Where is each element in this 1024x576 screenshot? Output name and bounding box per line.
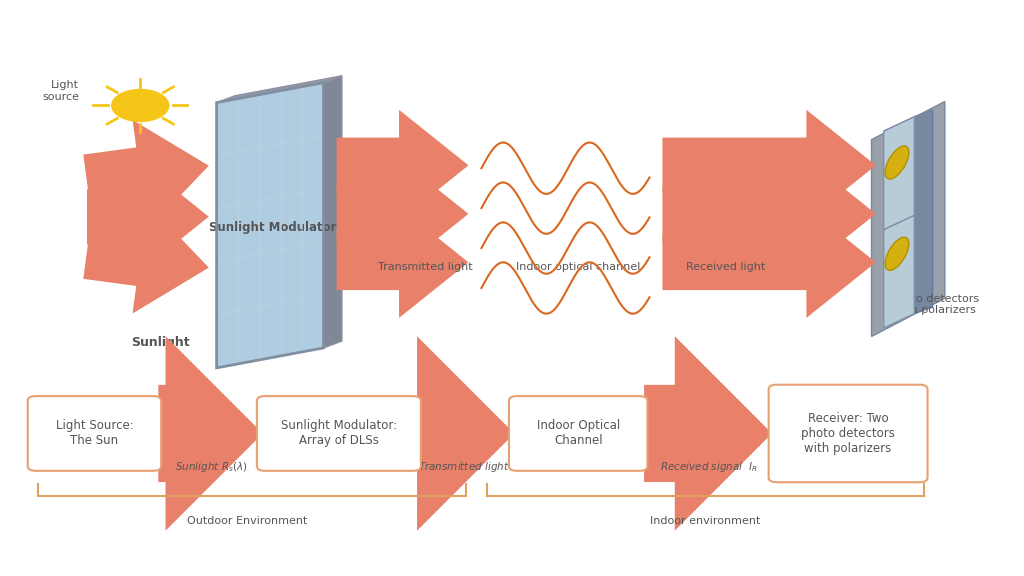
- Text: Light Source:
The Sun: Light Source: The Sun: [55, 419, 133, 448]
- Text: Transmitted light: Transmitted light: [378, 262, 473, 272]
- Polygon shape: [884, 117, 914, 229]
- Text: Indoor environment: Indoor environment: [650, 516, 761, 526]
- Text: Sunlight Modulator:
Array of DLSs: Sunlight Modulator: Array of DLSs: [281, 419, 397, 448]
- Ellipse shape: [885, 146, 909, 179]
- Polygon shape: [217, 76, 342, 103]
- Text: Received signal  $I_R$: Received signal $I_R$: [659, 460, 758, 474]
- Polygon shape: [914, 110, 933, 314]
- Text: Sunlight Modulator: Sunlight Modulator: [209, 221, 337, 234]
- Polygon shape: [884, 110, 933, 131]
- Text: Received light: Received light: [686, 262, 766, 272]
- Text: Indoor Optical
Channel: Indoor Optical Channel: [537, 419, 620, 448]
- FancyBboxPatch shape: [509, 396, 647, 471]
- Text: Receiver: Two
photo detectors
with polarizers: Receiver: Two photo detectors with polar…: [801, 412, 895, 455]
- Text: Light
source: Light source: [42, 81, 79, 102]
- Polygon shape: [884, 215, 914, 328]
- Polygon shape: [217, 82, 324, 368]
- Text: Sunlight: Sunlight: [131, 336, 189, 350]
- FancyBboxPatch shape: [769, 385, 928, 482]
- Text: Sunlight $R_s(\lambda)$: Sunlight $R_s(\lambda)$: [175, 460, 248, 474]
- Polygon shape: [871, 101, 945, 336]
- Polygon shape: [324, 76, 342, 348]
- Text: Transmitted light $I$: Transmitted light $I$: [419, 460, 516, 474]
- Text: Indoor optical channel: Indoor optical channel: [516, 262, 640, 272]
- FancyBboxPatch shape: [28, 396, 161, 471]
- FancyBboxPatch shape: [257, 396, 421, 471]
- Ellipse shape: [885, 237, 909, 270]
- Text: Outdoor Environment: Outdoor Environment: [187, 516, 307, 526]
- Text: Photo detectors
with polarizers: Photo detectors with polarizers: [891, 294, 979, 315]
- Circle shape: [112, 89, 169, 122]
